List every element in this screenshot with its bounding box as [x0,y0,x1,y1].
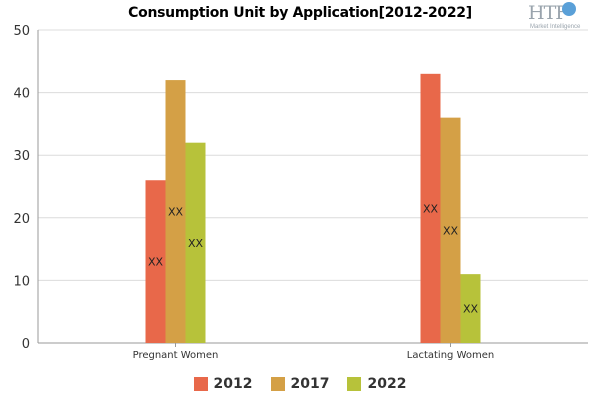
htf-logo: HTF Market Intelligence [524,2,584,32]
chart-title: Consumption Unit by Application[2012-202… [128,5,472,21]
data-label: XX [188,237,204,250]
y-tick-label: 50 [13,24,30,39]
legend-label: 2012 [213,376,253,392]
y-tick-label: 30 [13,149,30,164]
data-label: XX [423,202,439,215]
y-tick-label: 10 [13,274,30,289]
legend-item-2017[interactable]: 2017 [270,376,330,392]
bar-2017-0 [165,80,186,343]
legend-item-2022[interactable]: 2022 [347,376,406,392]
bar-2012-0 [145,180,166,343]
legend-item-2012[interactable]: 2012 [193,376,253,392]
y-tick-label: 0 [22,337,30,352]
data-label: XX [443,224,459,237]
x-tick-label: Lactating Women [407,350,494,361]
bar-2012-1 [420,73,441,343]
data-label: XX [463,303,479,316]
logo-main-text: HTF [528,2,568,24]
x-tick-label: Pregnant Women [133,350,219,361]
legend-swatch [193,377,208,391]
legend-swatch [270,377,285,391]
globe-icon [562,2,576,16]
y-tick-label: 40 [13,87,30,102]
chart-legend: 2012 2017 2022 [0,376,600,392]
bar-2022-1 [460,274,481,343]
legend-label: 2017 [290,376,330,392]
data-label: XX [168,206,184,219]
legend-swatch [347,377,362,391]
data-label: XX [148,256,164,269]
y-tick-label: 20 [13,212,30,227]
legend-label: 2022 [367,376,407,392]
logo-sub-text: Market Intelligence [530,24,581,30]
bar-2017-1 [440,117,461,343]
bar-2022-0 [185,142,206,343]
